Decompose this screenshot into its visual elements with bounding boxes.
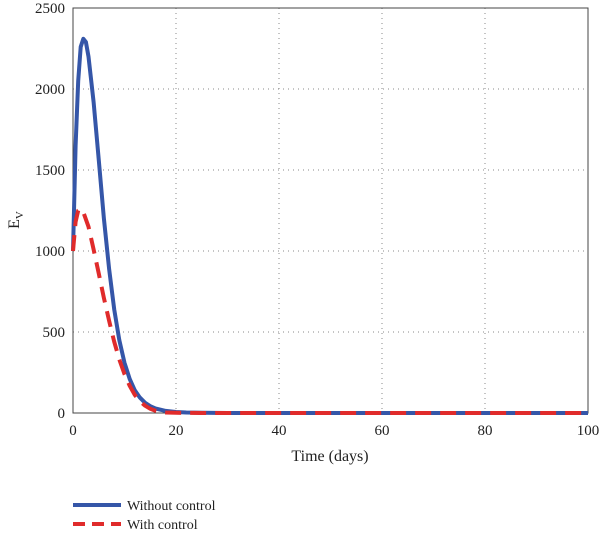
y-tick-label: 1500 xyxy=(35,163,65,179)
legend-label-with-control: With control xyxy=(127,518,198,533)
y-tick-label: 500 xyxy=(43,325,66,341)
y-tick-label: 0 xyxy=(58,406,66,422)
y-axis-label-subscript: V xyxy=(14,211,26,219)
grid-lines xyxy=(73,8,588,413)
x-tick-label: 0 xyxy=(69,423,77,439)
x-tick-label: 40 xyxy=(272,423,287,439)
plot-frame xyxy=(72,7,589,414)
svg-text:EV: EV xyxy=(6,211,26,229)
x-tick-labels: 0 20 40 60 80 100 xyxy=(69,423,599,439)
y-tick-label: 2500 xyxy=(35,1,65,17)
y-tick-labels: 0 500 1000 1500 2000 2500 xyxy=(35,1,65,422)
x-tick-label: 80 xyxy=(478,423,493,439)
x-tick-label: 60 xyxy=(375,423,390,439)
legend: Without control With control xyxy=(73,499,216,533)
legend-label-without-control: Without control xyxy=(127,499,216,514)
y-tick-label: 1000 xyxy=(35,244,65,260)
x-tick-label: 20 xyxy=(169,423,184,439)
y-axis-label-main: E xyxy=(6,219,23,229)
x-tick-label: 100 xyxy=(577,423,600,439)
series-line-without-control xyxy=(71,36,588,415)
series-line-with-control xyxy=(71,206,588,415)
series-layer xyxy=(71,36,588,415)
y-tick-label: 2000 xyxy=(35,82,65,98)
x-axis-label: Time (days) xyxy=(291,448,368,465)
y-axis-label: EV xyxy=(6,211,26,229)
